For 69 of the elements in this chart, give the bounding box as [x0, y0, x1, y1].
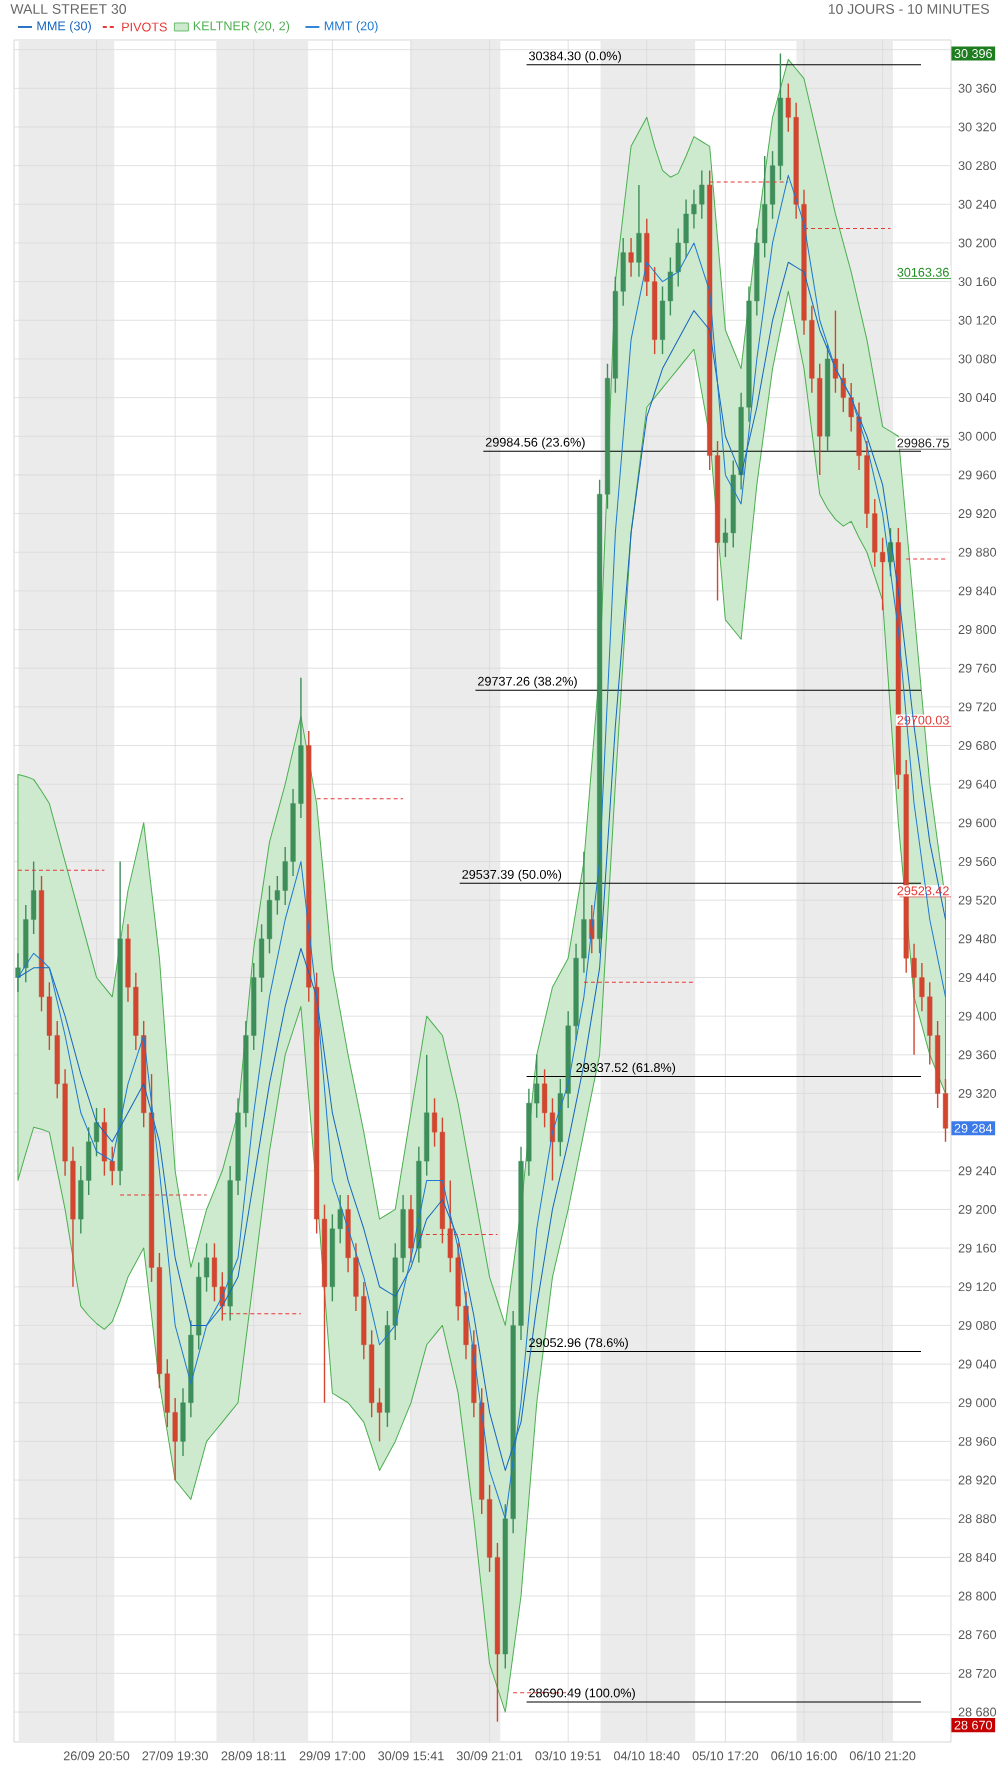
y-tick-label: 29 040 — [958, 1359, 997, 1369]
ref-line-label: 30163.36 — [897, 267, 949, 277]
text: 28 670 — [954, 1720, 993, 1730]
legend-label: MMT (20) — [324, 21, 378, 33]
y-tick-label: 29 840 — [958, 586, 997, 596]
y-tick-label: 29 480 — [958, 934, 997, 944]
annotation: 30 396 — [954, 49, 992, 58]
y-tick-label: 29 440 — [958, 973, 997, 982]
y-tick-label: 29 240 — [958, 1166, 997, 1176]
x-tick-label: 29/09 17:00 — [299, 1751, 366, 1761]
x-tick-label: 06/10 21:20 — [849, 1751, 916, 1761]
y-tick-label: 28 920 — [958, 1475, 997, 1485]
y-tick-label: 30 200 — [958, 238, 997, 248]
y-tick-label: 29 320 — [958, 1088, 997, 1098]
y-tick-label: 30 120 — [958, 315, 997, 325]
y-tick-label: 28 760 — [958, 1630, 997, 1640]
x-tick-label: 04/10 18:40 — [614, 1751, 680, 1761]
y-tick-label: 28 720 — [958, 1668, 997, 1678]
y-tick-label: 28 880 — [958, 1514, 997, 1524]
y-tick-label: 30 080 — [958, 354, 997, 364]
ref-line-label: 28690.49 (100.0%) — [529, 1688, 635, 1700]
x-tick-label: 30/09 21:01 — [456, 1751, 523, 1761]
y-tick-label: 30 320 — [958, 122, 997, 132]
legend-label: PIVOTS — [122, 22, 167, 32]
annotation: 29 284 — [954, 1123, 993, 1133]
ref-line-label: 30384.30 (0.0%) — [529, 51, 621, 63]
y-tick-label: 28 840 — [958, 1552, 997, 1562]
ref-line-label: 29984.56 (23.6%) — [485, 437, 585, 450]
x-tick-label: 28/09 18:11 — [221, 1751, 286, 1761]
chart-title: WALL STREET 30 — [10, 4, 127, 14]
y-tick-label: 29 200 — [958, 1204, 997, 1214]
y-tick-label: 29 520 — [958, 895, 997, 905]
y-tick-label: 29 960 — [958, 470, 997, 480]
y-tick-label: 29 000 — [958, 1398, 997, 1408]
y-tick-label: 28 680 — [958, 1707, 997, 1717]
y-tick-label: 29 760 — [958, 663, 997, 673]
y-tick-label: 29 800 — [958, 625, 997, 635]
y-tick-label: 29 120 — [958, 1282, 997, 1292]
y-tick-label: 29 640 — [958, 779, 997, 789]
y-tick-label: 30 000 — [958, 431, 997, 441]
y-tick-label: 29 880 — [958, 547, 997, 557]
y-tick-label: 29 360 — [958, 1050, 997, 1060]
y-tick-label: 29 920 — [958, 509, 997, 519]
y-tick-label: 30 160 — [958, 277, 997, 287]
y-tick-label: 29 400 — [958, 1011, 997, 1021]
ref-line-label: 29986.75 — [897, 438, 949, 448]
y-tick-label: 29 160 — [958, 1243, 997, 1253]
y-tick-label: 28 800 — [958, 1591, 997, 1601]
y-tick-label: 28 960 — [958, 1436, 997, 1446]
x-tick-label: 30/09 15:41 — [378, 1751, 444, 1761]
x-tick-label: 03/10 19:51 — [535, 1751, 601, 1761]
legend-label: MME (30) — [37, 21, 91, 33]
y-tick-label: 29 680 — [958, 741, 997, 750]
y-tick-label: 29 720 — [958, 702, 997, 712]
y-tick-label: 29 600 — [958, 818, 997, 828]
ref-line-label: 29537.39 (50.0%) — [462, 869, 562, 882]
y-tick-label: 30 040 — [958, 393, 997, 403]
legend-label: KELTNER (20, 2) — [193, 21, 290, 33]
y-tick-label: 30 280 — [958, 161, 997, 171]
x-tick-label: 26/09 20:50 — [63, 1751, 130, 1761]
y-tick-label: 30 240 — [958, 199, 997, 209]
chart-subtitle: 10 JOURS - 10 MINUTES — [828, 4, 989, 14]
ref-line-label: 29737.26 (38.2%) — [478, 676, 577, 689]
x-tick-label: 05/10 17:20 — [692, 1751, 759, 1761]
x-tick-label: 06/10 16:00 — [771, 1751, 837, 1761]
y-tick-label: 29 080 — [958, 1320, 997, 1330]
x-tick-label: 27/09 19:30 — [142, 1751, 208, 1761]
y-tick-label: 30 360 — [958, 83, 997, 93]
y-tick-label: 29 560 — [958, 857, 997, 866]
